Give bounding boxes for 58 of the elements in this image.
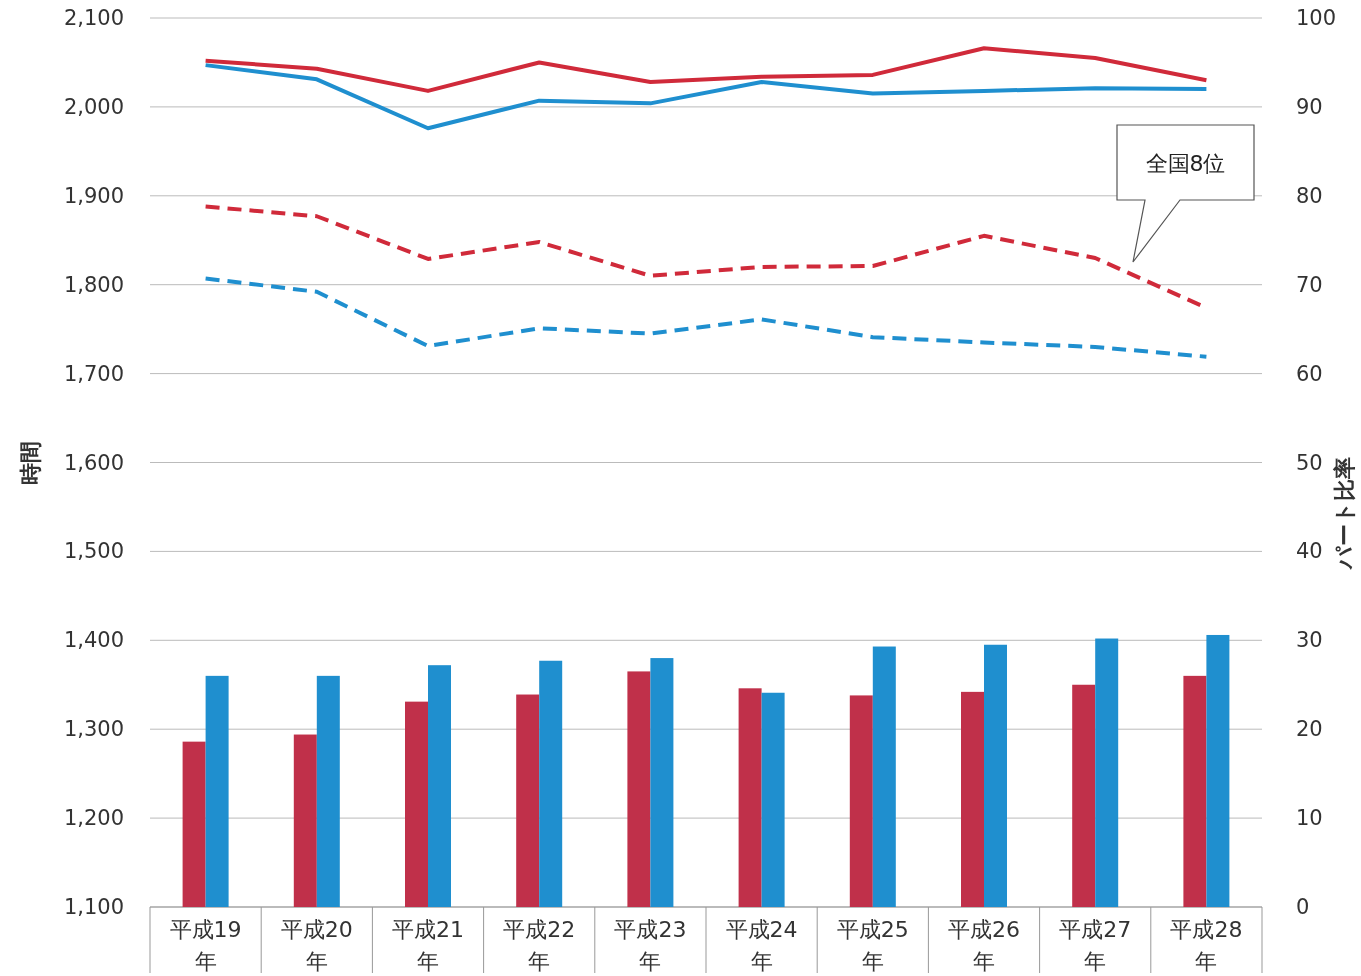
y-tick-label: 1,700 bbox=[63, 361, 124, 386]
y2-tick-label: 50 bbox=[1296, 450, 1323, 475]
bar bbox=[405, 701, 428, 907]
y-tick-label: 1,900 bbox=[63, 183, 124, 208]
bar bbox=[872, 646, 896, 907]
bar bbox=[205, 675, 229, 907]
y2-tick-label: 30 bbox=[1296, 628, 1323, 653]
y2-tick-label: 80 bbox=[1296, 183, 1323, 208]
annotation: 全国8位 bbox=[1145, 151, 1226, 176]
y-tick-label: 1,600 bbox=[63, 450, 124, 475]
line-series bbox=[203, 63, 1209, 131]
bar bbox=[182, 741, 206, 907]
bar bbox=[516, 694, 540, 907]
bar bbox=[316, 675, 340, 907]
line-series bbox=[203, 276, 1209, 359]
x-tick-label: 平成27年 bbox=[1059, 917, 1132, 974]
bar bbox=[627, 671, 651, 907]
x-tick-label: 平成23年 bbox=[614, 917, 687, 974]
y2-tick-label: 60 bbox=[1296, 361, 1323, 386]
x-tick-label: 平成25年 bbox=[836, 917, 909, 974]
bar bbox=[961, 691, 984, 907]
y2-axis-title: パート比率 bbox=[1332, 456, 1357, 570]
x-tick-label: 平成22年 bbox=[503, 917, 576, 974]
y2-tick-label: 0 bbox=[1296, 895, 1310, 919]
y-tick-label: 1,400 bbox=[63, 628, 124, 653]
y-tick-label: 1,800 bbox=[63, 272, 124, 297]
y2-tick-label: 10 bbox=[1296, 806, 1323, 831]
y2-tick-label: 100 bbox=[1296, 6, 1337, 30]
bar bbox=[984, 644, 1007, 907]
line-series bbox=[203, 46, 1209, 93]
y-tick-label: 1,300 bbox=[63, 717, 124, 742]
x-tick-label: 平成19年 bbox=[169, 917, 242, 974]
y2-tick-label: 40 bbox=[1296, 539, 1323, 564]
bar bbox=[1072, 684, 1096, 907]
y-tick-label: 2,000 bbox=[63, 94, 124, 119]
y2-tick-label: 20 bbox=[1296, 717, 1323, 742]
bar bbox=[428, 665, 451, 907]
y2-tick-label: 70 bbox=[1296, 272, 1323, 297]
bar bbox=[1183, 675, 1207, 907]
bar bbox=[293, 734, 317, 907]
bar bbox=[738, 688, 762, 907]
x-tick-label: 平成26年 bbox=[948, 917, 1020, 974]
bar bbox=[1206, 634, 1230, 907]
x-tick-label: 平成28年 bbox=[1170, 917, 1243, 974]
y-tick-label: 1,100 bbox=[63, 895, 124, 919]
y-tick-label: 1,200 bbox=[63, 806, 124, 831]
y-axis-title: 時間 bbox=[18, 440, 43, 485]
x-tick-label: 平成21年 bbox=[392, 917, 464, 974]
y-tick-label: 1,500 bbox=[63, 539, 124, 564]
bar bbox=[539, 660, 563, 907]
x-tick-label: 平成20年 bbox=[280, 917, 353, 974]
bar bbox=[1095, 638, 1119, 907]
bar bbox=[761, 692, 785, 907]
y-tick-label: 2,100 bbox=[63, 6, 124, 30]
x-tick-label: 平成24年 bbox=[725, 917, 798, 974]
bar bbox=[849, 695, 873, 907]
bar bbox=[650, 658, 674, 907]
y2-tick-label: 90 bbox=[1296, 94, 1323, 119]
